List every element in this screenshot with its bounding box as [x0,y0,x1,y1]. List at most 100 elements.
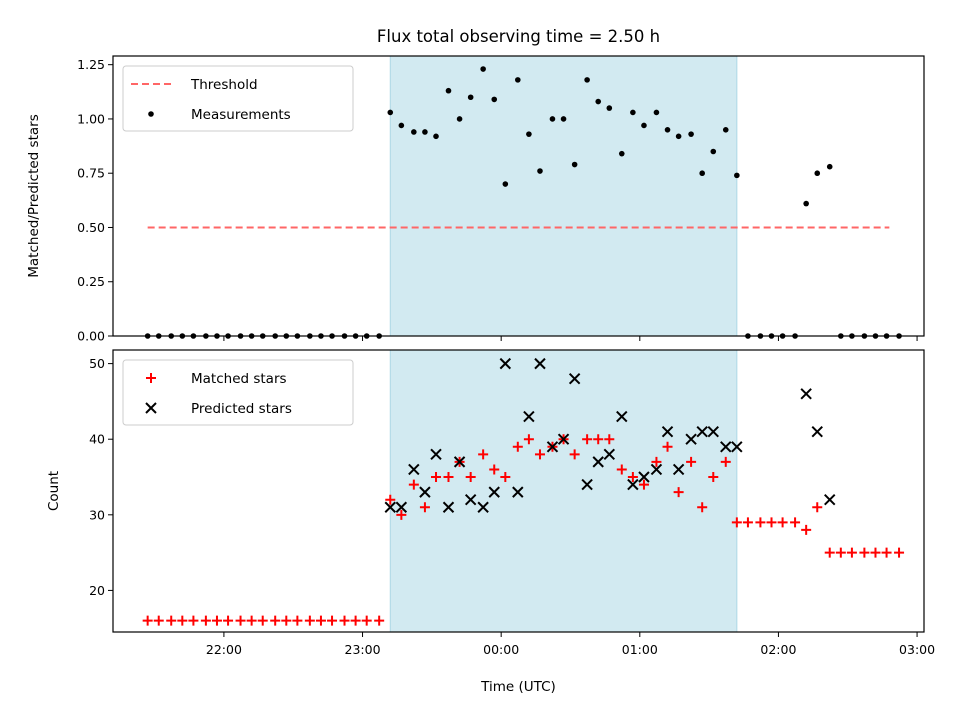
measurement-point [502,181,509,187]
matched-star-point [385,494,396,505]
measurement-point [803,200,809,207]
top-panel: 0.00 0.25 0.50 0.75 1.00 1.25 Matched/Predicte… [26,55,925,344]
predicted-star-point [453,456,466,468]
measurement-point [537,168,543,174]
matched-star-point [361,615,372,626]
predicted-star-point [477,501,489,513]
matched-star-point [755,517,766,528]
legend-label: Matched stars [191,371,287,387]
matched-star-point [593,434,604,445]
measurement-point [653,109,660,116]
legend-label: Threshold [190,77,258,93]
y-tick-label: 1.25 [77,57,105,72]
predicted-star-point [408,463,420,476]
matched-star-point [569,449,580,460]
predicted-star-point [638,471,650,483]
measurement-point [618,150,625,157]
matched-star-point [327,615,338,626]
matched-star-point [339,615,350,626]
measurement-point [675,133,682,140]
legend-label: Measurements [191,107,291,123]
y-tick-label: 0.50 [77,220,105,235]
bottom-panel: 20 30 40 50 22:00 23:00 00:00 01:00 02:00 03:00 Co… [46,349,935,657]
measurement-point [722,126,729,133]
predicted-star-point [523,410,535,423]
measurement-point [734,172,740,179]
matched-star-point [177,615,188,626]
matched-star-point [489,464,500,475]
matched-star-point [846,547,857,558]
matched-star-point [257,615,268,626]
predicted-star-point [661,425,674,438]
matched-star-point [582,434,593,445]
matched-star-point [894,547,905,558]
y-tick-label: 20 [89,583,105,598]
predicted-star-point [616,410,628,423]
matched-star-point [443,472,454,483]
predicted-star-point [419,486,431,498]
measurement-point [630,109,636,116]
matched-star-point [697,502,708,513]
legend-box [122,65,354,132]
predicted-star-point [627,478,639,491]
predicted-star-point [488,486,500,498]
matched-star-point [766,517,777,528]
matched-star-point [153,615,164,626]
matched-star-point [777,517,788,528]
matched-star-point [431,472,442,483]
measurement-point [606,105,613,111]
observing-span [389,55,738,337]
legend-matched-swatch [146,373,156,383]
matched-star-point [686,456,697,467]
matched-star-point [478,449,489,460]
measurement-point [526,131,532,137]
matched-star-point [200,615,211,626]
axes-frame [112,349,925,633]
measurement-point [595,98,602,105]
matched-star-point [742,517,753,528]
measurement-point [387,109,394,116]
x-axis-label: Time (UTC) [480,679,556,695]
y-tick-label: 0.00 [77,329,105,344]
matched-star-point [870,547,881,558]
measurement-point [456,116,463,122]
matched-star-point [881,547,892,558]
y-tick-label: 50 [89,356,105,371]
measurement-point [398,122,405,129]
matched-star-point [315,615,326,626]
predicted-star-point [395,501,408,513]
axes-frame [112,55,925,337]
predicted-star-point [707,425,719,438]
measurement-point [814,170,821,177]
matched-star-point [281,615,292,626]
matched-star-point [500,472,511,483]
matched-star-point [720,456,731,467]
matched-star-point [824,547,835,558]
matched-star-point [350,615,361,626]
measurement-point [480,66,486,72]
predicted-star-point [442,501,455,513]
y-tick-label: 30 [89,507,105,522]
measurement-point [515,77,521,83]
matched-star-point [246,615,257,626]
matched-star-point [835,547,846,558]
predicted-star-point [499,357,512,370]
measurement-point [445,87,452,94]
x-tick-label: 00:00 [483,642,519,657]
measurement-point [641,122,647,129]
predicted-star-point [672,463,685,476]
legend-measurements-swatch [148,111,154,117]
measurement-point [560,116,567,122]
matched-star-point [408,479,419,490]
measurement-point [571,161,578,168]
predicted-star-point [581,478,593,491]
measurement-point [584,77,590,83]
matched-star-point [638,479,649,490]
matched-star-point [188,615,199,626]
chart-title: Flux total observing time = 2.50 h [377,27,660,46]
matched-star-point [627,472,638,483]
x-tick-label: 22:00 [206,642,242,657]
matched-star-point [534,449,545,460]
predicted-star-point [685,433,697,445]
